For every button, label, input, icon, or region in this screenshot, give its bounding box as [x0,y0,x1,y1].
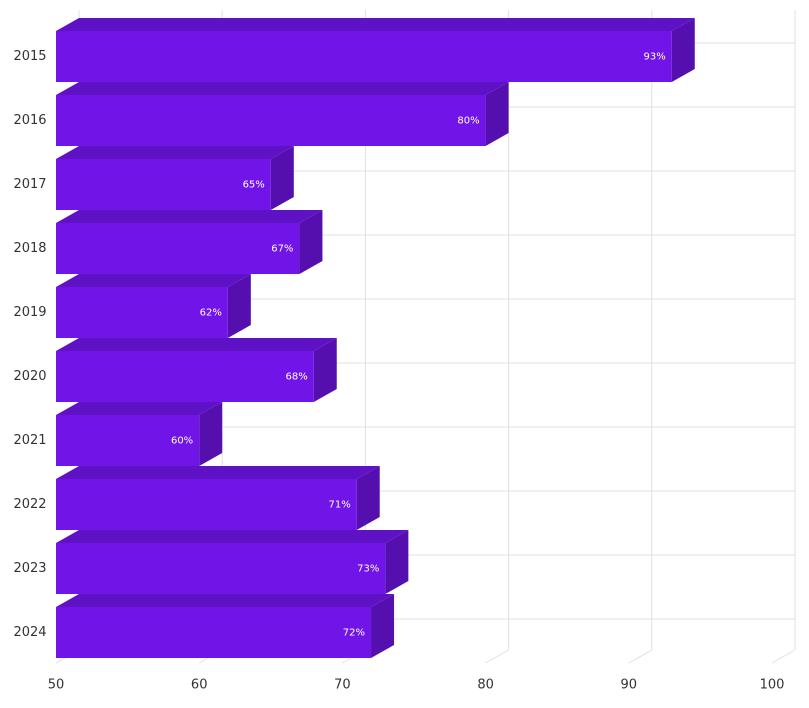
y-tick-label: 2016 [13,113,46,128]
bar-side [671,18,695,82]
value-label: 72% [343,628,365,639]
y-tick-label: 2018 [13,241,46,256]
value-label: 62% [200,308,222,319]
y-tick-label: 2019 [13,305,46,320]
value-label: 60% [171,436,193,447]
bar-top [56,274,251,287]
bar-top [56,82,509,95]
x-tick-label: 60 [191,678,208,693]
value-label: 80% [457,116,479,127]
x-tick-label: 50 [48,678,65,693]
y-tick-label: 2022 [13,497,46,512]
value-label: 68% [286,372,308,383]
x-tick-label: 100 [760,678,785,693]
y-tick-label: 2017 [13,177,46,192]
bar [56,95,486,146]
bar-side [199,402,223,466]
value-label: 65% [243,180,265,191]
y-tick-label: 2020 [13,369,46,384]
bar [56,351,314,402]
value-label: 73% [357,564,379,575]
bar-side [270,146,294,210]
bar-side [227,274,251,338]
bar-side [371,594,395,658]
grid-line [771,649,796,664]
bar-top [56,338,337,351]
grid-line [628,649,653,664]
x-tick-label: 70 [334,678,351,693]
value-label: 67% [271,244,293,255]
bar-side [385,530,409,594]
value-label: 93% [644,52,666,63]
bar-top [56,530,409,543]
bar-top [56,402,223,415]
bar-side [313,338,337,402]
bar [56,607,372,658]
bar [56,479,357,530]
bar [56,287,228,338]
bar-top [56,466,380,479]
x-tick-label: 80 [477,678,494,693]
grid-line [485,649,509,664]
y-tick-label: 2021 [13,433,46,448]
value-label: 71% [328,500,350,511]
bar-top [56,210,323,223]
bar [56,543,386,594]
y-tick-label: 2024 [13,625,46,640]
bar-side [485,82,509,146]
bar-side [356,466,380,530]
bar-top [56,594,395,607]
bar [56,415,200,466]
bar-top [56,146,294,159]
bar-side [299,210,323,274]
bar [56,159,271,210]
bar [56,31,672,82]
bar [56,223,300,274]
x-tick-label: 90 [621,678,638,693]
bar-top [56,18,695,31]
y-tick-label: 2023 [13,561,46,576]
y-tick-label: 2015 [13,49,46,64]
